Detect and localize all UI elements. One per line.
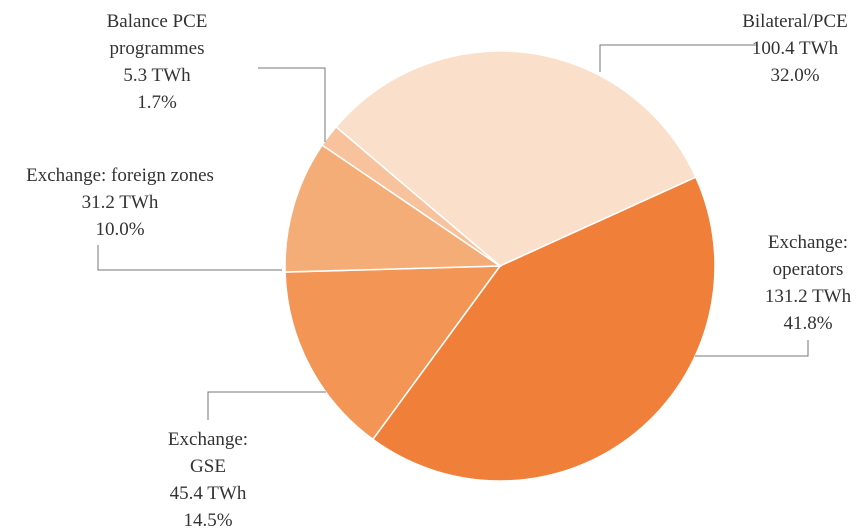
leader-line — [599, 44, 757, 72]
share-label: 32.0% — [770, 65, 820, 86]
category-label: Balance PCE programmes — [106, 11, 208, 59]
leader-line — [207, 391, 326, 420]
slice-label: Bilateral/PCE 100.4 TWh 32.0% — [725, 8, 859, 89]
pie-slice — [284, 265, 502, 441]
pie-slice — [334, 50, 697, 267]
value-label: 45.4 TWh — [169, 483, 247, 504]
pie-slice — [321, 125, 501, 267]
value-label: 100.4 TWh — [751, 38, 839, 59]
category-label: Exchange: foreign zones — [26, 165, 214, 186]
slice-label: Exchange: GSE 45.4 TWh 14.5% — [148, 426, 268, 532]
share-label: 14.5% — [183, 510, 233, 531]
category-label: Exchange: operators — [767, 232, 849, 280]
slice-label: Exchange: operators 131.2 TWh 41.8% — [753, 229, 859, 337]
share-label: 41.8% — [783, 313, 833, 334]
pie-slice — [371, 176, 716, 482]
share-label: 10.0% — [95, 219, 145, 240]
value-label: 31.2 TWh — [81, 192, 159, 213]
share-label: 1.7% — [137, 92, 177, 113]
slice-label: Balance PCE programmes 5.3 TWh 1.7% — [77, 8, 237, 116]
value-label: 131.2 TWh — [764, 286, 852, 307]
pie-slice — [284, 144, 503, 273]
category-label: Bilateral/PCE — [742, 11, 848, 32]
leader-line — [258, 67, 326, 142]
slice-label: Exchange: foreign zones 31.2 TWh 10.0% — [0, 162, 240, 243]
leader-line — [695, 340, 809, 357]
leader-line — [97, 245, 282, 271]
value-label: 5.3 TWh — [123, 65, 191, 86]
category-label: Exchange: GSE — [167, 429, 249, 477]
